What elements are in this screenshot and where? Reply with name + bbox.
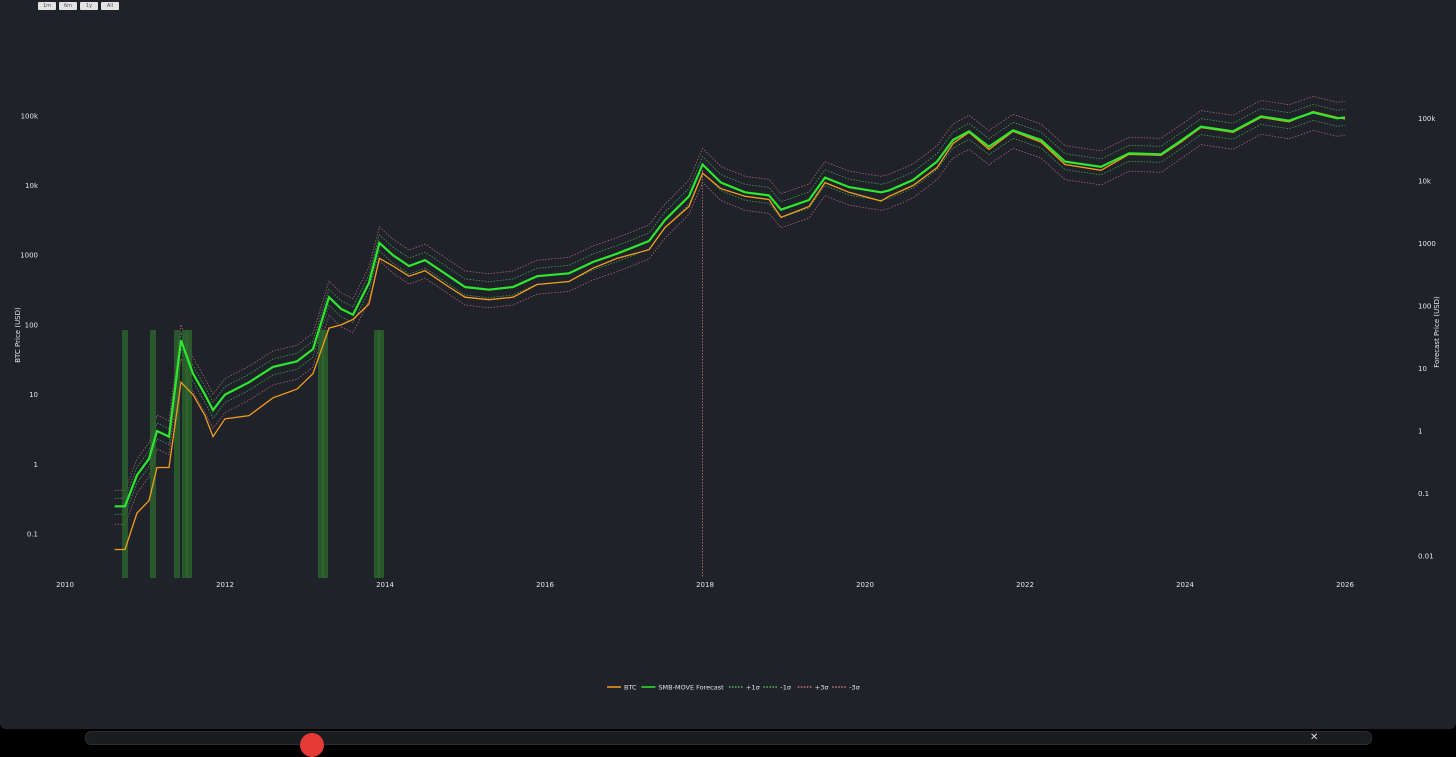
x-tick-label: 2010 [56, 581, 74, 589]
x-tick-label: 2026 [1336, 581, 1354, 589]
right-y-tick-label: 10k [1418, 178, 1432, 186]
right-y-tick-label: 0.1 [1418, 490, 1429, 498]
series-lines [114, 110, 1346, 551]
sigma-band-spike [150, 330, 156, 578]
forecast-line [114, 111, 1346, 508]
left-y-tick-label: 1000 [20, 252, 38, 260]
legend-label[interactable]: +3σ [815, 683, 829, 691]
minus-1-sigma-line [114, 119, 1346, 515]
left-y-tick-label: 10 [29, 391, 38, 399]
x-tick-label: 2024 [1176, 581, 1194, 589]
sigma-band-spike [174, 330, 180, 578]
legend-label[interactable]: +1σ [746, 683, 760, 691]
record-indicator [300, 733, 324, 757]
range-selector: 1m 6m 1y All [38, 2, 119, 10]
right-y-tick-label: 100 [1418, 303, 1431, 311]
right-y-tick-label: 10 [1418, 365, 1427, 373]
left-y-tick-label: 100 [25, 321, 38, 329]
range-button-4[interactable]: All [101, 2, 119, 10]
range-button-3[interactable]: 1y [80, 2, 98, 10]
range-button-1[interactable]: 1m [38, 2, 56, 10]
plus-1-sigma-line [114, 103, 1346, 499]
sigma-band-spike [182, 330, 188, 578]
sigma-band-spike [186, 330, 192, 578]
sigma-band-spike [374, 330, 380, 578]
legend-label[interactable]: SMB-MOVE Forecast [658, 683, 724, 691]
right-y-tick-label: 1000 [1418, 240, 1436, 248]
x-tick-label: 2012 [216, 581, 234, 589]
x-tick-label: 2018 [696, 581, 714, 589]
legend: BTC SMB-MOVE Forecast +1σ -1σ +3σ -3σ [607, 683, 860, 691]
left-y-tick-label: 1 [34, 461, 38, 469]
minus-3-sigma-line [114, 129, 1346, 525]
right-y-axis-title: Forecast Price (USD) [1433, 296, 1441, 368]
legend-label[interactable]: -1σ [780, 683, 791, 691]
legend-label[interactable]: BTC [624, 683, 637, 691]
price-chart[interactable]: 2010 2012 2014 2016 2018 2020 2022 2024 20260.11… [0, 0, 1456, 729]
right-y-tick-label: 0.01 [1418, 553, 1434, 561]
left-y-axis-title: BTC Price (USD) [14, 307, 22, 363]
right-y-tick-label: 1 [1418, 428, 1422, 436]
range-button-2[interactable]: 6m [59, 2, 77, 10]
sigma-bands [114, 95, 1346, 578]
left-y-tick-label: 0.1 [27, 531, 38, 539]
x-tick-label: 2020 [856, 581, 874, 589]
cursor-icon: ✕ [1310, 732, 1319, 743]
sigma-band-spike [122, 330, 128, 578]
chart-panel: 1m 6m 1y All 2010 2012 2014 2016 2018 2020 202… [0, 0, 1456, 729]
btc-line [114, 110, 1346, 551]
x-tick-label: 2014 [376, 581, 394, 589]
sigma-band-spike [322, 330, 328, 578]
left-y-tick-label: 100k [21, 112, 39, 120]
right-y-tick-label: 100k [1418, 115, 1436, 123]
legend-label[interactable]: -3σ [849, 683, 860, 691]
taskbar [85, 731, 1372, 745]
axes: 2010 2012 2014 2016 2018 2020 2022 2024 2026 0.1 1… [20, 112, 1436, 589]
x-tick-label: 2022 [1016, 581, 1034, 589]
left-y-tick-label: 10k [25, 182, 39, 190]
sigma-band-spike [318, 330, 324, 578]
x-tick-label: 2016 [536, 581, 554, 589]
sigma-band-spike [378, 330, 384, 578]
